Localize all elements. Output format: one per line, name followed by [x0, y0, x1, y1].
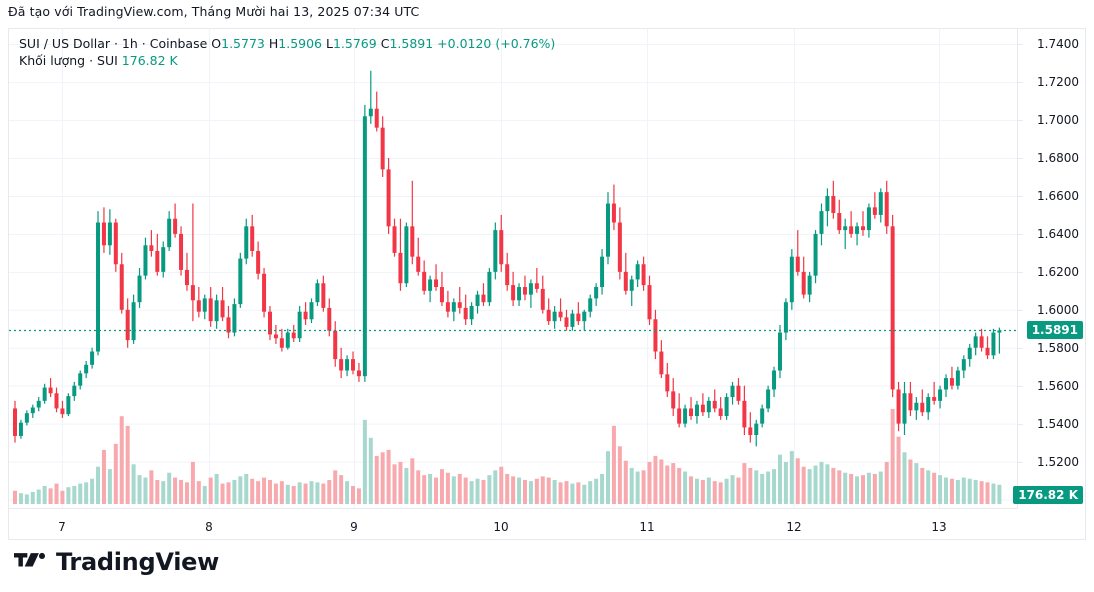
legend-symbol: SUI / US Dollar · 1h · Coinbase	[19, 36, 208, 51]
price-axis-label: 1.7400	[1037, 37, 1079, 52]
legend-close-value: 1.5891	[389, 36, 434, 51]
price-axis-tick	[1018, 385, 1023, 387]
price-axis-tick	[1018, 195, 1023, 197]
price-axis-tick	[1018, 233, 1023, 235]
legend-close-label: C	[380, 36, 390, 51]
price-axis-label: 1.5800	[1037, 340, 1079, 355]
price-axis-label: 1.5400	[1037, 416, 1079, 431]
attribution-text: Đã tạo với TradingView.com, Tháng Mười h…	[8, 4, 420, 19]
volume-value-badge[interactable]: 176.82 K	[1013, 486, 1083, 504]
price-plot-area[interactable]	[9, 29, 1018, 509]
price-axis-tick	[1018, 158, 1023, 159]
legend-open-value: 1.5773	[221, 36, 265, 51]
price-axis-label: 1.5200	[1037, 454, 1079, 469]
price-axis-tick	[1018, 82, 1023, 84]
chart-legend: SUI / US Dollar · 1h · Coinbase O1.5773 …	[19, 35, 555, 69]
price-axis-label: 1.5600	[1037, 378, 1079, 393]
price-axis-tick	[1018, 347, 1023, 349]
current-price-badge[interactable]: 1.5891	[1026, 321, 1083, 340]
time-axis-label: 13	[931, 520, 947, 534]
price-axis-tick	[1018, 461, 1023, 463]
price-axis-label: 1.6800	[1037, 151, 1079, 165]
legend-volume-value: 176.82 K	[121, 53, 178, 68]
price-axis-label: 1.6400	[1037, 226, 1079, 241]
legend-high-value: 1.5906	[278, 36, 323, 51]
price-axis-label: 1.6200	[1037, 264, 1079, 279]
price-axis-label: 1.6000	[1037, 302, 1079, 317]
tradingview-wordmark: TradingView	[56, 548, 219, 576]
price-axis-tick	[1018, 423, 1023, 425]
time-axis[interactable]: 7 8 9 10 11 12 13	[9, 508, 1018, 539]
price-axis-tick	[1018, 309, 1023, 311]
legend-change: +0.0120 (+0.76%)	[437, 36, 556, 51]
legend-low-label: L	[326, 36, 333, 51]
price-axis-label: 1.7000	[1037, 113, 1079, 128]
time-axis-label: 8	[205, 520, 213, 534]
time-axis-label: 11	[639, 520, 655, 534]
legend-high-label: H	[268, 36, 279, 51]
legend-low-value: 1.5769	[332, 36, 377, 51]
time-axis-label: 10	[493, 520, 509, 534]
tradingview-footer: TradingView	[14, 548, 219, 576]
price-axis-tick	[1018, 44, 1023, 46]
candlestick-svg	[9, 29, 1018, 509]
price-axis-tick	[1018, 120, 1023, 122]
time-axis-label: 12	[786, 520, 802, 534]
price-axis-tick	[1018, 271, 1023, 273]
legend-volume-title: Khối lượng · SUI	[19, 53, 118, 68]
chart-frame: SUI / US Dollar · 1h · Coinbase O1.5773 …	[8, 28, 1086, 540]
time-axis-label: 7	[58, 520, 66, 534]
legend-volume-row: Khối lượng · SUI 176.82 K	[19, 52, 555, 69]
time-axis-label: 9	[350, 520, 358, 534]
legend-open-label: O	[211, 36, 222, 51]
price-axis-label: 1.7200	[1037, 75, 1079, 90]
price-axis[interactable]: 1.7400 1.7200 1.7000 1.6800 1.6600 1.6400 1.62…	[1013, 29, 1085, 539]
price-axis-label: 1.6600	[1037, 188, 1079, 203]
tradingview-logo-icon	[14, 551, 46, 573]
legend-symbol-row: SUI / US Dollar · 1h · Coinbase O1.5773 …	[19, 35, 555, 52]
